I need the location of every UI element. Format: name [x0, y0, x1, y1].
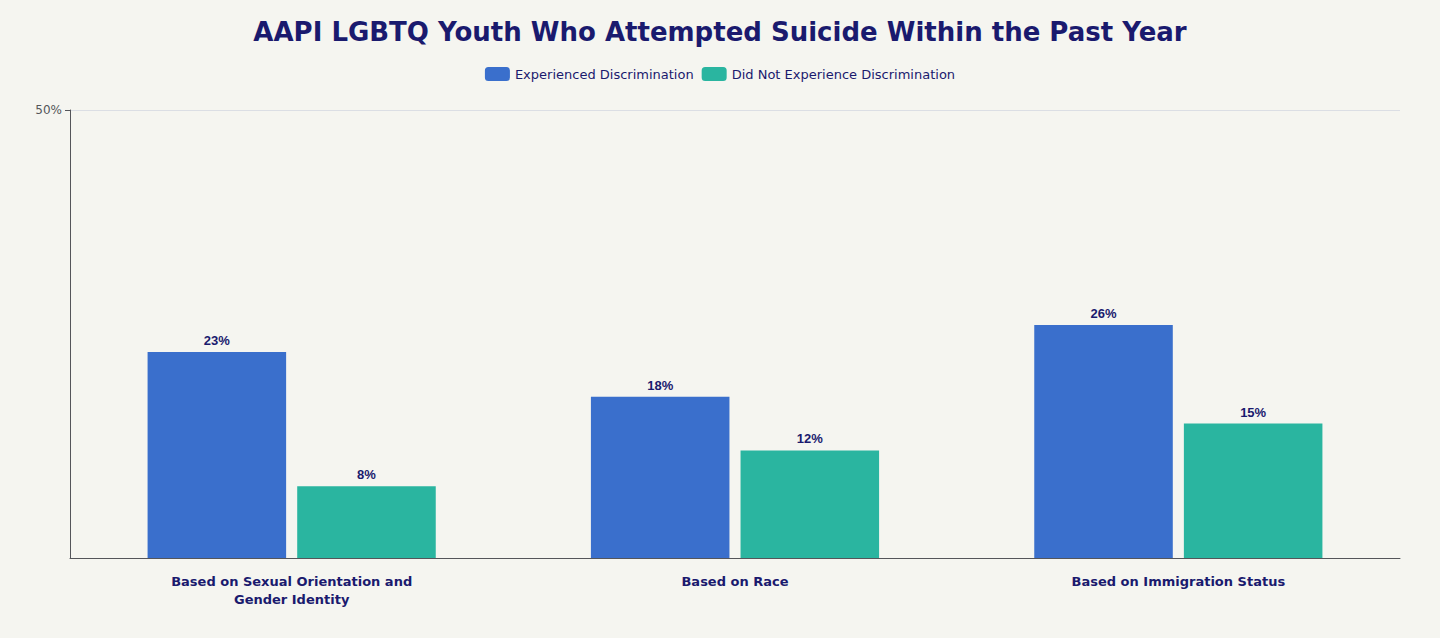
svg-text:Based on Immigration Status: Based on Immigration Status	[1072, 574, 1286, 589]
svg-text:23%: 23%	[204, 333, 230, 348]
svg-text:50%: 50%	[35, 103, 62, 117]
svg-text:Experienced Discrimination: Experienced Discrimination	[515, 67, 694, 82]
svg-text:15%: 15%	[1240, 405, 1266, 420]
svg-text:12%: 12%	[797, 431, 823, 446]
svg-text:26%: 26%	[1091, 306, 1117, 321]
svg-text:Based on Sexual Orientation an: Based on Sexual Orientation and	[171, 574, 412, 589]
svg-text:Did Not Experience Discriminat: Did Not Experience Discrimination	[732, 67, 955, 82]
svg-text:8%: 8%	[357, 467, 376, 482]
svg-text:18%: 18%	[647, 378, 673, 393]
svg-text:AAPI LGBTQ Youth Who Attempted: AAPI LGBTQ Youth Who Attempted Suicide W…	[253, 17, 1186, 47]
svg-text:Gender Identity: Gender Identity	[234, 592, 350, 607]
svg-text:Based on Race: Based on Race	[681, 574, 788, 589]
